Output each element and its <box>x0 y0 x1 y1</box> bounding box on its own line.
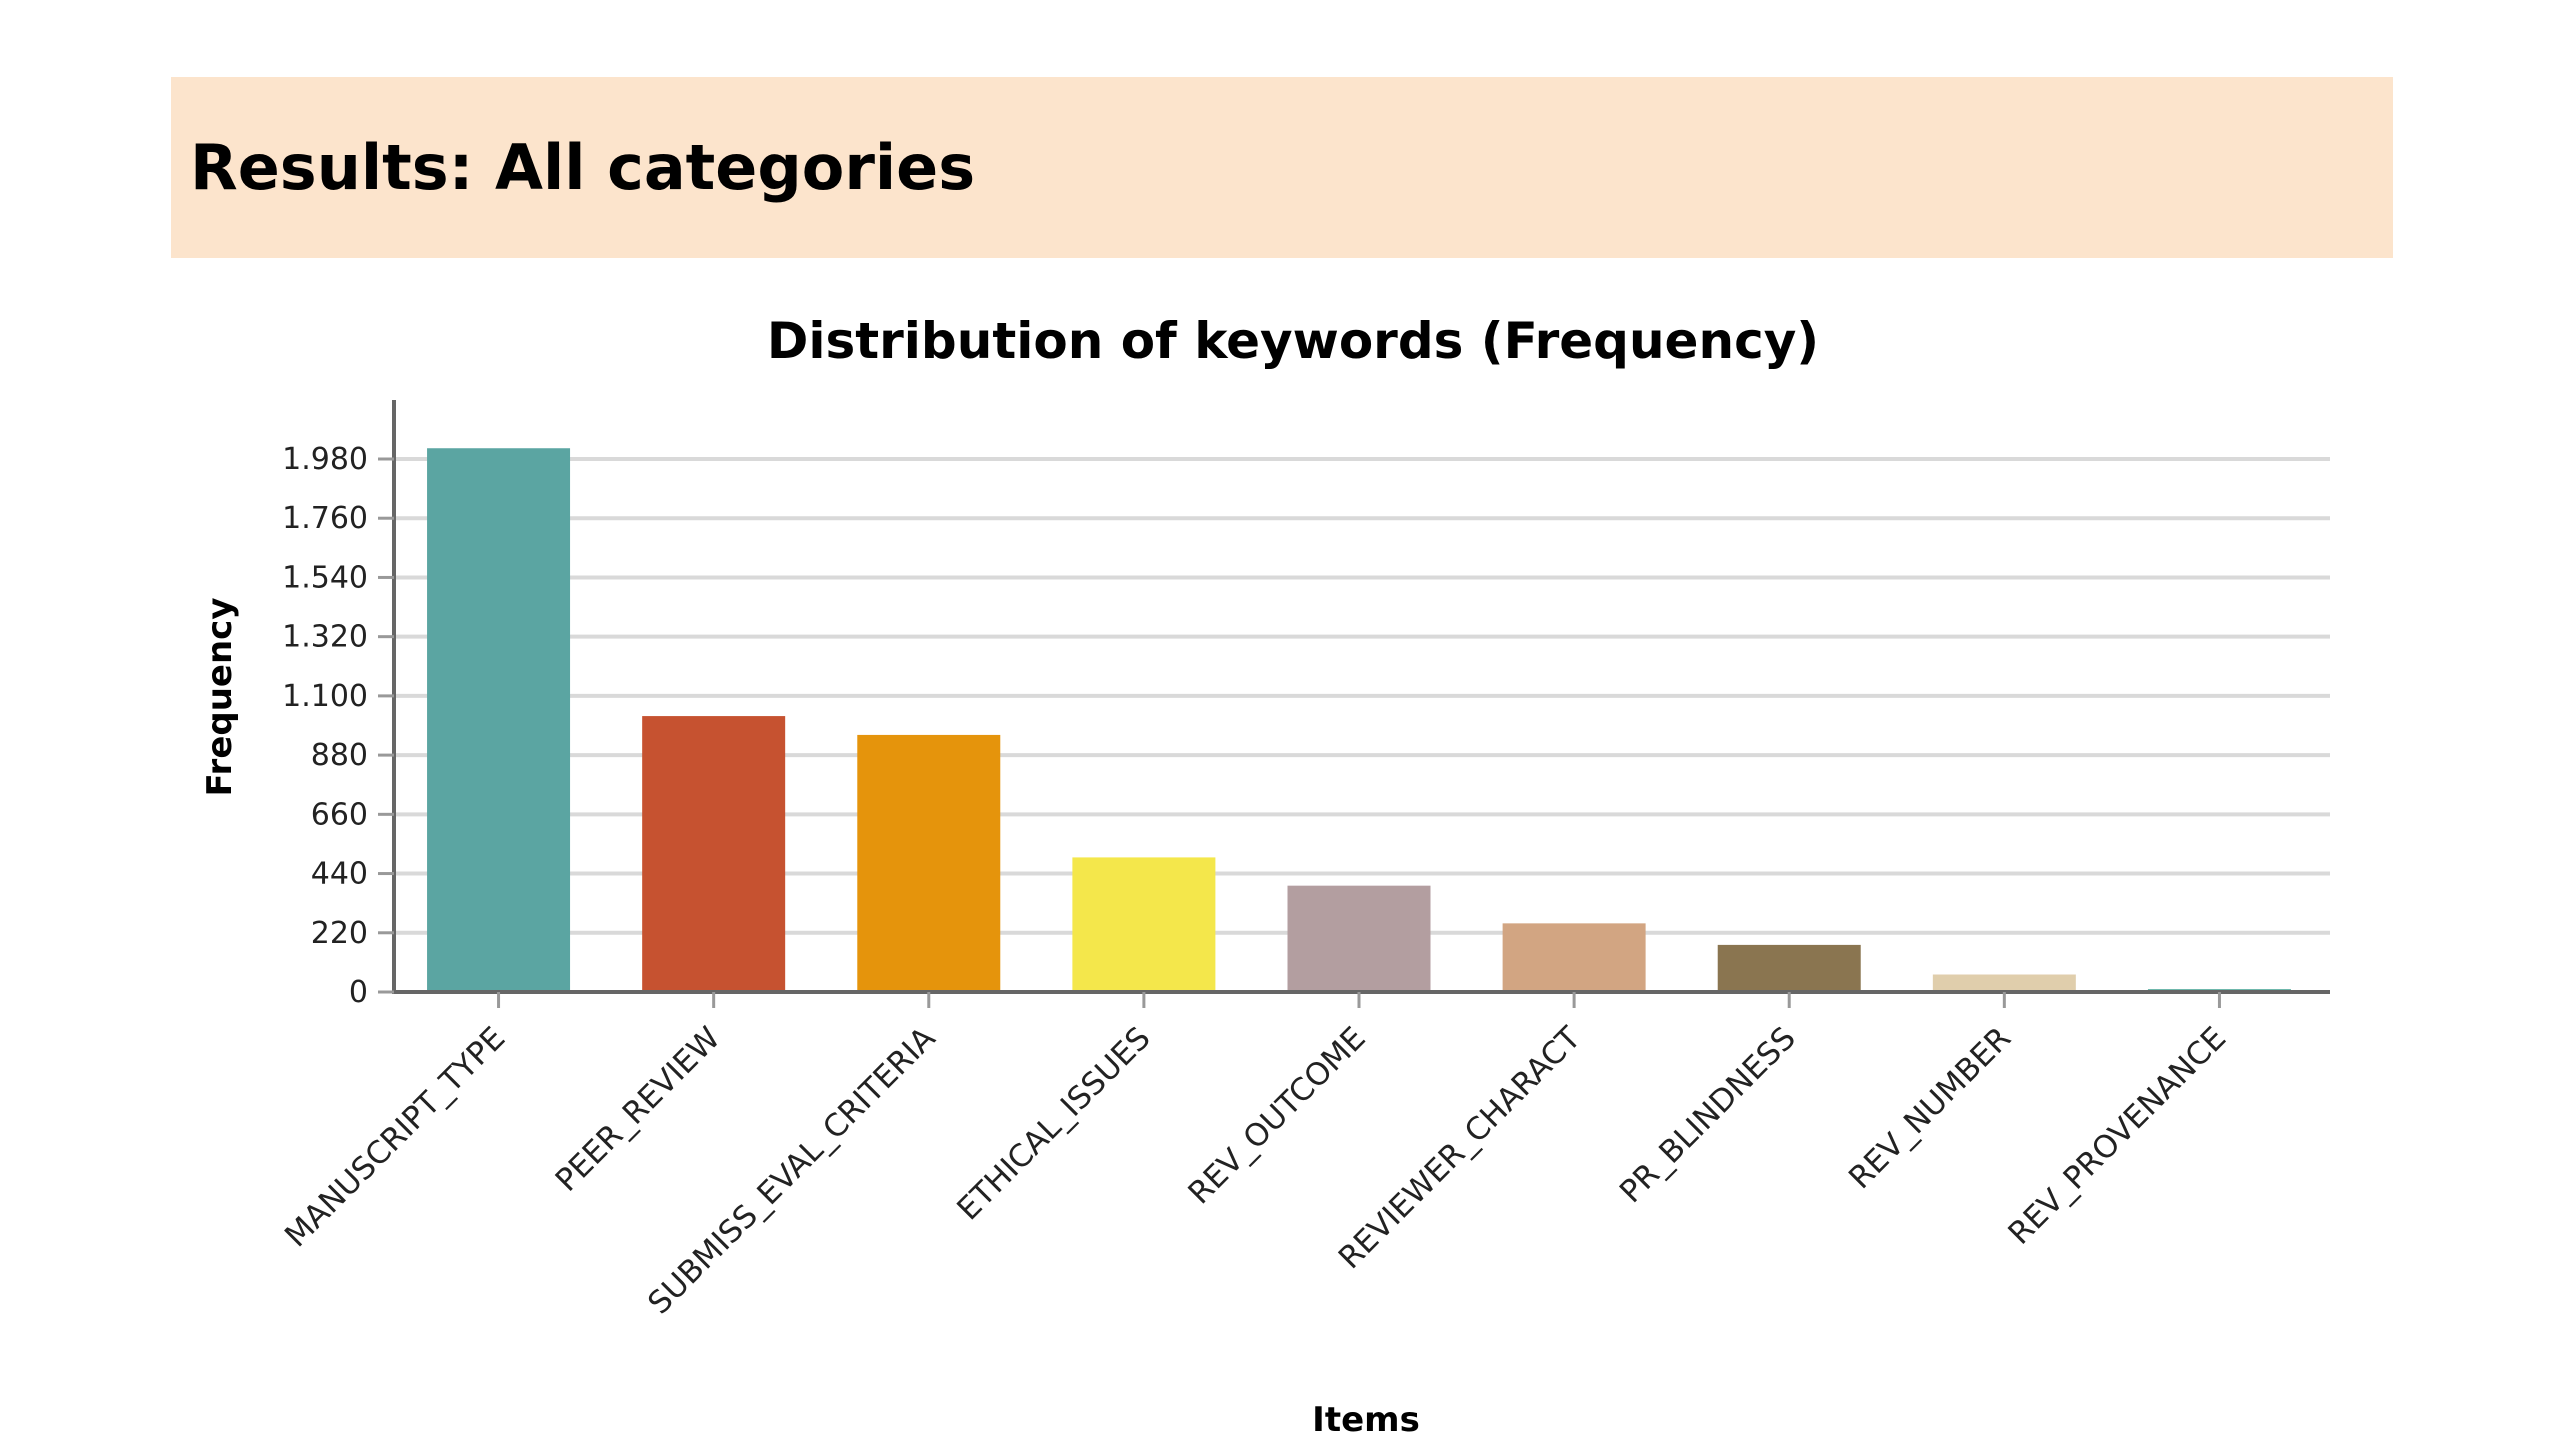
x-axis-title: Items <box>1312 1400 1420 1440</box>
bar <box>1932 974 2076 992</box>
chart-title: Distribution of keywords (Frequency) <box>767 312 1819 370</box>
bar <box>642 716 786 992</box>
y-axis-title: Frequency <box>200 597 240 796</box>
bar <box>857 734 1001 992</box>
gridlines <box>394 457 2330 935</box>
x-tick-label: REVIEWER_CHARACT <box>1332 1019 1589 1276</box>
y-tick-label: 1.320 <box>282 620 368 655</box>
x-tick-labels: MANUSCRIPT_TYPE PEER_REVIEWSUBMISS_EVAL_C… <box>278 992 2233 1321</box>
x-tick-label: PEER_REVIEW <box>549 1020 728 1199</box>
x-tick-label: MANUSCRIPT_TYPE <box>278 1020 512 1254</box>
bars <box>427 448 2291 993</box>
y-tick-label: 1.980 <box>282 442 368 477</box>
x-tick-label: REV_OUTCOME <box>1181 1020 1372 1211</box>
y-tick-label: 1.100 <box>282 679 368 714</box>
y-tick-label: 660 <box>311 797 368 832</box>
bar <box>1287 885 1431 992</box>
x-tick-label: PR_BLINDNESS <box>1613 1020 1803 1210</box>
y-tick-labels: 0 220 440 660 880 1.100 1.320 1.540 1.760 1.980 <box>282 442 394 1010</box>
y-tick-label: 1.760 <box>282 501 368 536</box>
y-tick-label: 880 <box>311 738 368 773</box>
page-title: Results: All categories <box>190 131 976 204</box>
y-tick-label: 1.540 <box>282 560 368 595</box>
bar <box>1072 857 1216 992</box>
x-tick-label: REV_NUMBER <box>1842 1020 2018 1196</box>
y-tick-label: 0 <box>349 975 368 1010</box>
bar <box>1717 944 1861 992</box>
y-tick-label: 440 <box>311 857 368 892</box>
results-banner: Results: All categories <box>171 77 2393 258</box>
x-tick-label: ETHICAL_ISSUES <box>950 1020 1157 1227</box>
y-tick-label: 220 <box>311 916 368 951</box>
x-tick-label: REV_PROVENANCE <box>2001 1020 2233 1252</box>
bar <box>1502 923 1646 992</box>
bar <box>427 448 571 993</box>
